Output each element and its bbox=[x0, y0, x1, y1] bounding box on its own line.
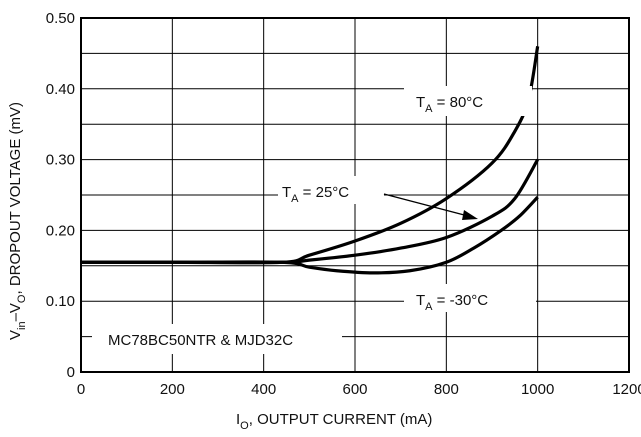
arrowhead-25c bbox=[462, 210, 478, 220]
x-tick-600: 600 bbox=[342, 381, 367, 398]
label-bg-25c bbox=[278, 176, 384, 204]
y-tick-0.50: 0.50 bbox=[46, 10, 75, 27]
x-tick-800: 800 bbox=[434, 381, 459, 398]
x-axis-title: IO, OUTPUT CURRENT (mA) bbox=[236, 411, 432, 432]
y-axis-title: Vin–VO, DROPOUT VOLTAGE (mV) bbox=[7, 102, 28, 340]
curves bbox=[80, 46, 540, 275]
y-tick-0.20: 0.20 bbox=[46, 222, 75, 239]
leader-line-25c bbox=[383, 193, 469, 217]
y-tick-0.10: 0.10 bbox=[46, 293, 75, 310]
x-tick-1000: 1000 bbox=[521, 381, 554, 398]
y-tick-0: 0 bbox=[67, 364, 75, 381]
series-line-2 bbox=[80, 196, 539, 275]
x-tick-200: 200 bbox=[160, 381, 185, 398]
series-line-1 bbox=[80, 158, 540, 265]
label-bg-80c bbox=[404, 86, 532, 116]
annotation-background bbox=[92, 324, 342, 354]
y-tick-labels: 0 0.10 0.20 0.30 0.40 0.50 bbox=[46, 10, 75, 381]
y-tick-0.30: 0.30 bbox=[46, 152, 75, 169]
y-tick-0.40: 0.40 bbox=[46, 81, 75, 98]
device-annotation: MC78BC50NTR & MJD32C bbox=[108, 332, 293, 349]
label-bg-minus30c bbox=[404, 284, 536, 312]
label-25c: TA = 25°C bbox=[282, 184, 349, 205]
label-80c: TA = 80°C bbox=[416, 94, 483, 115]
plot-frame bbox=[80, 17, 630, 373]
label-minus30c: TA = -30°C bbox=[416, 292, 488, 313]
x-tick-0: 0 bbox=[77, 381, 85, 398]
x-tick-400: 400 bbox=[251, 381, 276, 398]
